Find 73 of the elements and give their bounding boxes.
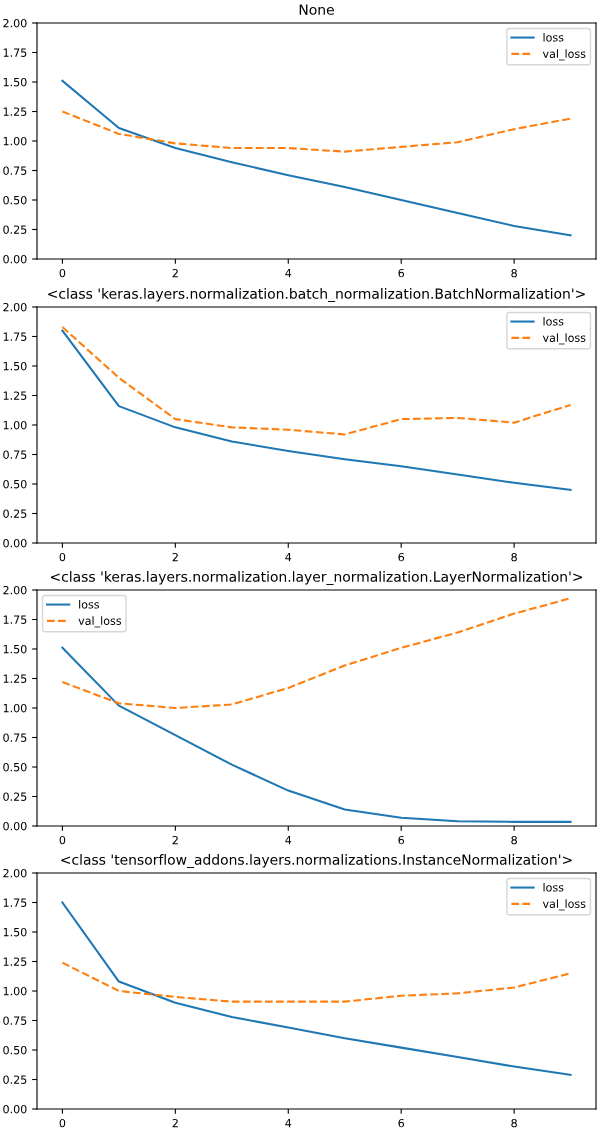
- x-tick-label: 8: [511, 1118, 517, 1128]
- y-tick-label: 1.00: [3, 703, 27, 713]
- y-tick-label: 1.25: [3, 674, 27, 683]
- y-tick-label: 1.75: [3, 48, 27, 57]
- y-tick-label: 1.25: [3, 391, 27, 400]
- y-tick-label: 1.50: [3, 361, 27, 371]
- y-tick-label: 1.25: [3, 107, 27, 116]
- y-tick-label: 0.75: [3, 166, 27, 175]
- y-tick-label: 0.25: [3, 225, 27, 234]
- x-tick-label: 2: [172, 552, 178, 562]
- x-tick-label: 0: [59, 835, 66, 845]
- line-series: [61, 646, 572, 823]
- line-series: [61, 961, 572, 1003]
- y-tick-label: 1.00: [3, 986, 27, 996]
- legend-label: loss: [543, 883, 564, 892]
- y-tick-label: 0.25: [3, 1075, 27, 1084]
- chart-title: <class 'keras.layers.normalization.layer_normalization.LayerNormalization'>: [50, 571, 583, 585]
- x-tick-label: 8: [511, 268, 517, 278]
- chart-title: <class 'tensorflow_addons.layers.normalizations.InstanceNormalization'>: [61, 854, 572, 868]
- x-tick-label: 4: [285, 553, 292, 562]
- y-tick-label: 2.00: [3, 302, 27, 312]
- y-tick-label: 0.00: [3, 538, 27, 548]
- legend-label: val_loss: [542, 49, 586, 61]
- y-tick-label: 1.50: [3, 77, 27, 87]
- chart-title: <class 'keras.layers.normalization.batch_normalization.BatchNormalization'>: [48, 288, 585, 302]
- x-tick-label: 4: [285, 269, 292, 278]
- y-tick-label: 1.50: [3, 644, 27, 654]
- y-tick-label: 1.25: [3, 957, 27, 966]
- y-tick-label: 0.75: [3, 450, 27, 459]
- y-tick-label: 2.00: [3, 868, 27, 878]
- x-tick-label: 4: [285, 836, 292, 845]
- y-tick-label: 1.00: [3, 136, 27, 146]
- x-tick-label: 6: [398, 268, 405, 278]
- legend-label: loss: [543, 33, 564, 42]
- x-tick-label: 0: [59, 1118, 66, 1128]
- y-tick-label: 0.50: [3, 479, 27, 489]
- y-tick-label: 0.00: [3, 254, 27, 264]
- legend-label: loss: [543, 317, 564, 326]
- y-tick-label: 0.50: [3, 195, 27, 205]
- y-tick-label: 0.25: [3, 792, 27, 801]
- y-tick-label: 0.25: [3, 509, 27, 518]
- y-tick-label: 0.50: [3, 762, 27, 772]
- x-tick-label: 0: [59, 552, 66, 562]
- y-tick-label: 2.00: [3, 585, 27, 595]
- x-tick-label: 8: [511, 552, 517, 562]
- x-tick-label: 6: [398, 835, 405, 845]
- line-series: [61, 597, 572, 710]
- y-tick-label: 0.75: [3, 1016, 27, 1025]
- legend-label: val_loss: [78, 616, 122, 628]
- y-tick-label: 0.00: [3, 1104, 27, 1114]
- line-series: [61, 110, 572, 153]
- x-tick-label: 2: [172, 1118, 178, 1128]
- x-tick-label: 6: [398, 1118, 405, 1128]
- line-series: [61, 79, 572, 237]
- y-tick-label: 1.75: [3, 615, 27, 624]
- x-tick-label: 2: [172, 268, 178, 278]
- y-tick-label: 1.00: [3, 420, 27, 430]
- y-tick-label: 0.00: [3, 821, 27, 831]
- x-tick-label: 8: [511, 835, 517, 845]
- chart-title: None: [299, 4, 334, 15]
- x-tick-label: 4: [285, 1119, 292, 1128]
- legend-label: loss: [79, 600, 100, 609]
- y-tick-label: 1.50: [3, 927, 27, 937]
- x-tick-label: 2: [172, 835, 178, 845]
- y-tick-label: 1.75: [3, 898, 27, 907]
- y-tick-label: 0.50: [3, 1045, 27, 1055]
- y-tick-label: 2.00: [3, 18, 27, 28]
- legend-label: val_loss: [542, 899, 586, 911]
- legend-label: val_loss: [542, 333, 586, 345]
- x-tick-label: 0: [59, 268, 66, 278]
- y-tick-label: 0.75: [3, 733, 27, 742]
- x-tick-label: 6: [398, 552, 405, 562]
- y-tick-label: 1.75: [3, 332, 27, 341]
